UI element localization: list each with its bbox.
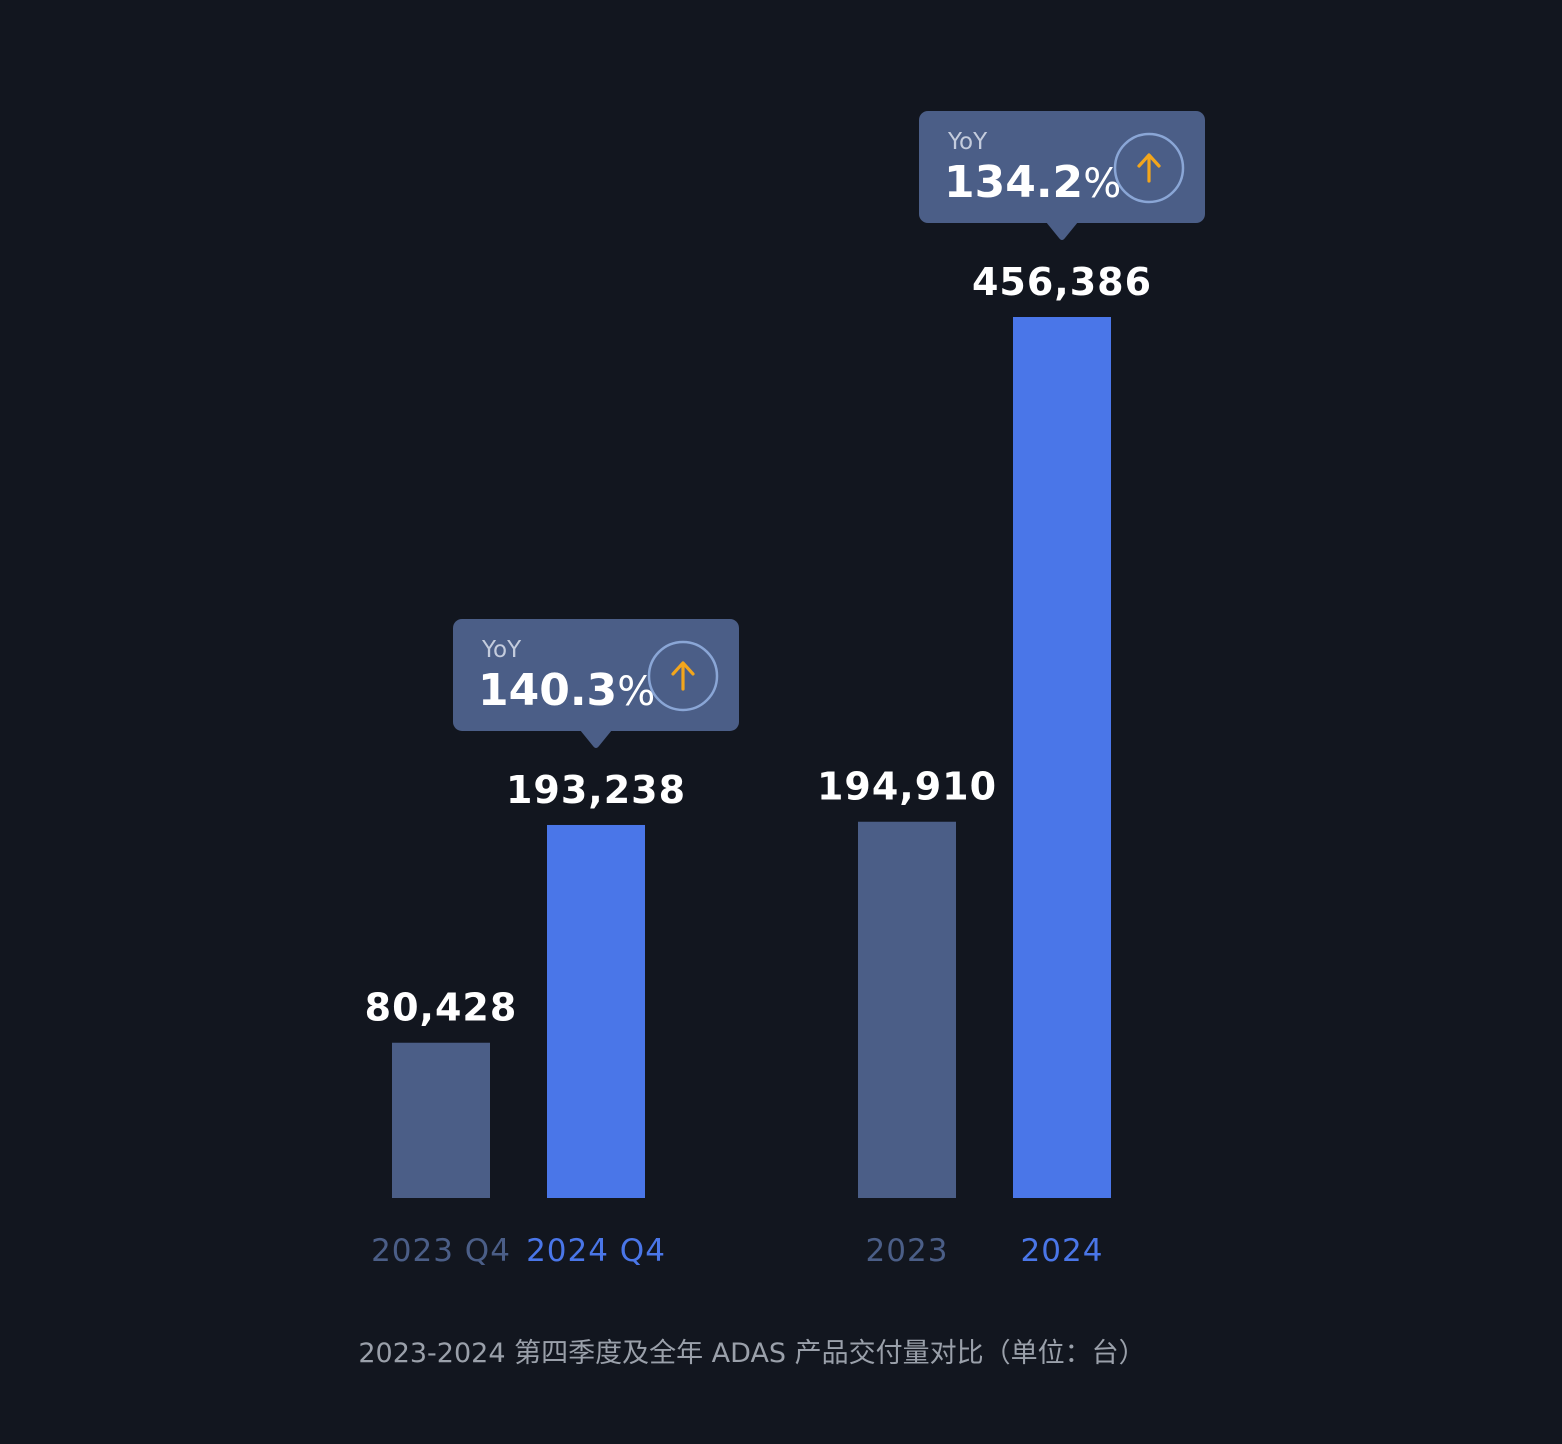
bar-value-label: 193,238: [506, 768, 686, 812]
bar-2024-q4: [547, 824, 645, 1198]
category-tick-label: 2023: [866, 1233, 949, 1269]
bars-layer: [392, 317, 1111, 1198]
arrow-up-icon: [647, 640, 719, 712]
yoy-value-text: 140.3%: [478, 665, 655, 716]
yoy-value: 134.2: [944, 157, 1083, 208]
yoy-label: YoY: [947, 129, 988, 155]
yoy-value-text: 134.2%: [944, 157, 1121, 208]
labels-layer: 80,428 2023 Q4 193,238 2024 Q4 194,910 2023 45…: [365, 260, 1152, 1269]
category-tick-label: 2024: [1021, 1233, 1104, 1269]
callout-pointer: [580, 729, 612, 748]
arrow-up-icon: [1113, 132, 1185, 204]
chart-caption: 2023-2024 第四季度及全年 ADAS 产品交付量对比（单位：台）: [358, 1338, 1145, 1369]
bar-2023: [858, 821, 956, 1198]
bar-2023-q4: [392, 1042, 490, 1198]
bar-value-label: 194,910: [817, 765, 997, 809]
category-tick-label: 2024 Q4: [526, 1233, 666, 1269]
yoy-label: YoY: [481, 637, 522, 663]
callout-pointer: [1046, 222, 1078, 240]
bar-value-label: 80,428: [365, 986, 518, 1030]
yoy-value: 140.3: [478, 665, 617, 716]
category-tick-label: 2023 Q4: [371, 1233, 511, 1269]
bar-2024: [1013, 317, 1111, 1198]
bar-value-label: 456,386: [972, 260, 1152, 304]
